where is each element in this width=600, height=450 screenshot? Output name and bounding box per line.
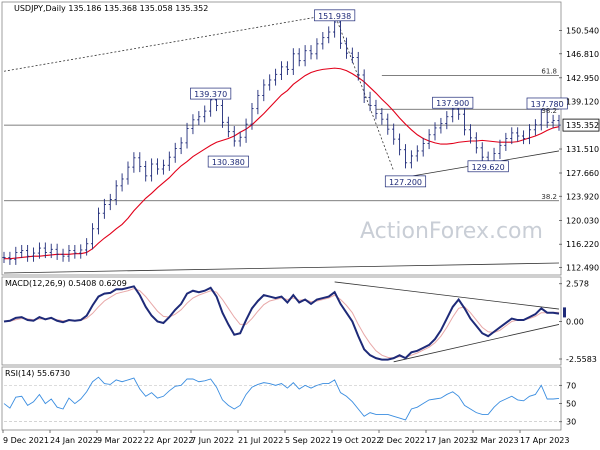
price-annotation-box [526, 97, 568, 110]
macd-signal-line [3, 287, 560, 359]
price-y-tick-label: 135.352 [566, 121, 599, 130]
macd-current-value-marker [563, 307, 566, 318]
price-y-tick-label: 123.920 [566, 192, 599, 201]
price-annotation-label: 151.938 [318, 12, 351, 21]
price-y-tick-label: 112.490 [566, 263, 599, 272]
macd-panel-frame [1, 276, 562, 366]
x-axis-tick-label: 21 Jul 2022 [238, 436, 283, 445]
price-annotation-label: 130.380 [212, 158, 245, 167]
macd-y-tick-label: 2.578 [566, 280, 589, 289]
x-axis-tick-label: 19 Oct 2022 [332, 436, 381, 445]
x-axis-tick-label: 7 Jun 2022 [191, 436, 234, 445]
x-axis-tick-label: 22 Apr 2022 [144, 436, 193, 445]
price-y-tick-label: 120.030 [566, 217, 599, 226]
macd-support-trendline [393, 324, 560, 363]
price-panel-frame [1, 1, 562, 276]
price-annotation-box [467, 160, 509, 173]
rsi-y-tick-label: 50 [566, 400, 576, 409]
x-axis-tick-label: 24 Jan 2022 [50, 436, 98, 445]
rsi-y-tick-label: 30 [566, 418, 576, 427]
x-axis-tick-label: 2 Dec 2022 [379, 436, 425, 445]
price-y-tick-label: 146.810 [566, 50, 599, 59]
macd-y-tick-label: -2.5583 [566, 355, 597, 364]
macd-panel: 2.578 0.00 -2.5583 [3, 280, 597, 364]
price-annotation-box [432, 96, 474, 109]
rsi-y-tick-label: 70 [566, 381, 576, 390]
price-y-tick-label: 116.220 [566, 240, 599, 249]
price-annotation-box [314, 9, 356, 22]
macd-resistance-trendline [334, 281, 560, 310]
x-axis-tick-label: 9 Mar 2022 [97, 436, 143, 445]
fib-level-label: 38.2 [541, 193, 557, 201]
x-axis-tick-label: 5 Sep 2022 [285, 436, 331, 445]
price-y-tick-label: 142.950 [566, 74, 599, 83]
moving-average-line [4, 67, 560, 260]
macd-line [3, 285, 560, 361]
price-annotation-label: 137.900 [436, 99, 469, 108]
x-axis-tick-label: 17 Apr 2023 [520, 436, 569, 445]
watermark: ActionForex.com [360, 219, 543, 244]
x-axis: 9 Dec 2021 24 Jan 2022 9 Mar 2022 22 Apr 20… [2, 430, 569, 445]
long-support-trendline [3, 262, 560, 274]
fib-level-label: 38.2 [541, 107, 557, 115]
price-annotation-box [384, 175, 427, 188]
rsi-line [3, 376, 560, 421]
price-panel: 151.938 139.370 130.380 137.900 137.780 129.6… [2, 9, 600, 274]
price-annotation-label: 129.620 [472, 163, 505, 172]
price-y-tick-label: 127.660 [566, 169, 599, 178]
x-axis-tick-label: 2 Mar 2023 [473, 436, 519, 445]
x-axis-tick-label: 9 Dec 2021 [3, 436, 49, 445]
rsi-panel: 70 50 30 [3, 376, 576, 427]
macd-y-tick-label: 0.00 [566, 318, 584, 327]
price-annotation-label: 139.370 [194, 90, 227, 99]
price-annotation-box [190, 87, 232, 100]
x-axis-tick-label: 17 Jan 2023 [426, 436, 474, 445]
last-price-box [562, 118, 600, 132]
fib-level-label: 61.8 [541, 68, 557, 76]
price-y-tick-label: 131.510 [566, 145, 599, 154]
price-y-tick-label: 150.540 [566, 27, 599, 36]
price-panel-title: USDJPY,Daily 135.186 135.368 135.058 135… [14, 4, 208, 13]
price-annotation-label: 137.780 [531, 100, 564, 109]
price-annotation-label: 127.200 [389, 178, 422, 187]
rsi-panel-frame [1, 366, 562, 431]
macd-panel-title: MACD(12,26,9) 0.5408 0.6209 [5, 279, 127, 288]
rsi-panel-title: RSI(14) 55.6730 [5, 369, 70, 378]
price-annotation-box [207, 155, 249, 168]
price-y-tick-label: 139.120 [566, 98, 599, 107]
